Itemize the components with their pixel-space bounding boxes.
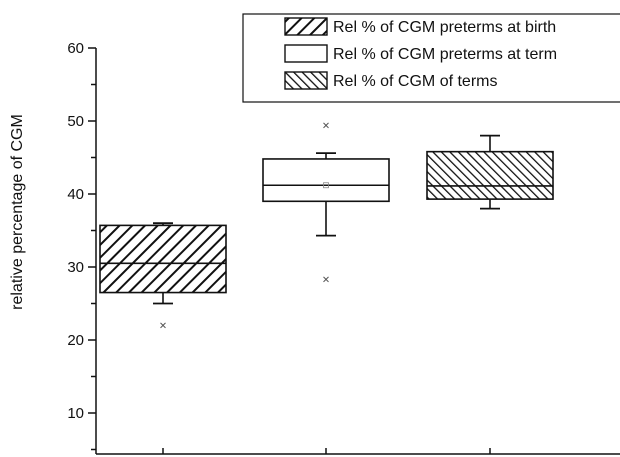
y-tick-label: 60 — [67, 40, 84, 57]
legend-swatch-1 — [284, 17, 328, 36]
y-axis-title: relative percentage of CGM — [9, 114, 26, 310]
legend-swatch-2 — [284, 44, 328, 63]
outlier-cross-stroke — [160, 322, 166, 329]
legend-label-3: Rel % of CGM of terms — [333, 73, 497, 90]
outlier-point — [323, 276, 329, 283]
iqr-box — [262, 158, 390, 203]
outlier-point — [160, 322, 166, 329]
mean-marker — [323, 182, 329, 189]
legend-swatch-3 — [284, 71, 328, 90]
y-tick-label: 40 — [67, 186, 84, 203]
outlier-cross-stroke — [323, 276, 329, 283]
boxes — [99, 122, 554, 329]
legend-label-1: Rel % of CGM preterms at birth — [333, 19, 556, 36]
y-tick-label: 10 — [67, 405, 84, 422]
y-tick-label: 30 — [67, 259, 84, 276]
iqr-box — [426, 150, 554, 200]
box-group-3 — [426, 134, 554, 210]
y-tick-label: 20 — [67, 332, 84, 349]
x-ticks — [162, 448, 491, 454]
iqr-box — [99, 224, 227, 294]
box-group-2 — [262, 122, 390, 283]
box-group-1 — [99, 222, 227, 329]
y-tick-label: 50 — [67, 113, 84, 130]
legend-label-2: Rel % of CGM preterms at term — [333, 46, 557, 63]
axes: 10 20 30 40 50 60 — [67, 40, 620, 455]
outlier-cross-stroke — [323, 122, 329, 129]
y-ticks: 10 20 30 40 50 60 — [67, 40, 96, 451]
legend: Rel % of CGM preterms at birth Rel % of C… — [242, 13, 620, 103]
outlier-point — [323, 122, 329, 129]
